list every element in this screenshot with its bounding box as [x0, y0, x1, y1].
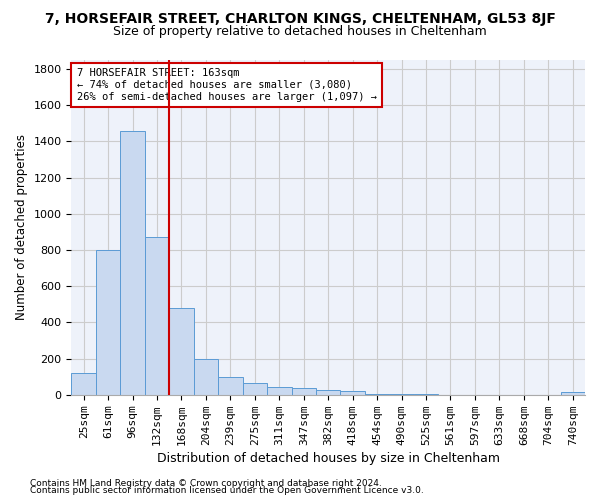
- Text: Contains HM Land Registry data © Crown copyright and database right 2024.: Contains HM Land Registry data © Crown c…: [30, 478, 382, 488]
- Bar: [194, 358, 218, 395]
- Y-axis label: Number of detached properties: Number of detached properties: [15, 134, 28, 320]
- Bar: [71, 373, 96, 395]
- Text: 7, HORSEFAIR STREET, CHARLTON KINGS, CHELTENHAM, GL53 8JF: 7, HORSEFAIR STREET, CHARLTON KINGS, CHE…: [44, 12, 556, 26]
- Bar: [218, 376, 242, 395]
- Bar: [389, 394, 414, 395]
- Bar: [267, 386, 292, 395]
- Text: 7 HORSEFAIR STREET: 163sqm
← 74% of detached houses are smaller (3,080)
26% of s: 7 HORSEFAIR STREET: 163sqm ← 74% of deta…: [77, 68, 377, 102]
- Bar: [242, 383, 267, 395]
- Bar: [560, 392, 585, 395]
- Bar: [96, 250, 121, 395]
- X-axis label: Distribution of detached houses by size in Cheltenham: Distribution of detached houses by size …: [157, 452, 500, 465]
- Bar: [340, 391, 365, 395]
- Text: Size of property relative to detached houses in Cheltenham: Size of property relative to detached ho…: [113, 25, 487, 38]
- Bar: [292, 388, 316, 395]
- Text: Contains public sector information licensed under the Open Government Licence v3: Contains public sector information licen…: [30, 486, 424, 495]
- Bar: [169, 308, 194, 395]
- Bar: [316, 390, 340, 395]
- Bar: [365, 394, 389, 395]
- Bar: [145, 238, 169, 395]
- Bar: [121, 130, 145, 395]
